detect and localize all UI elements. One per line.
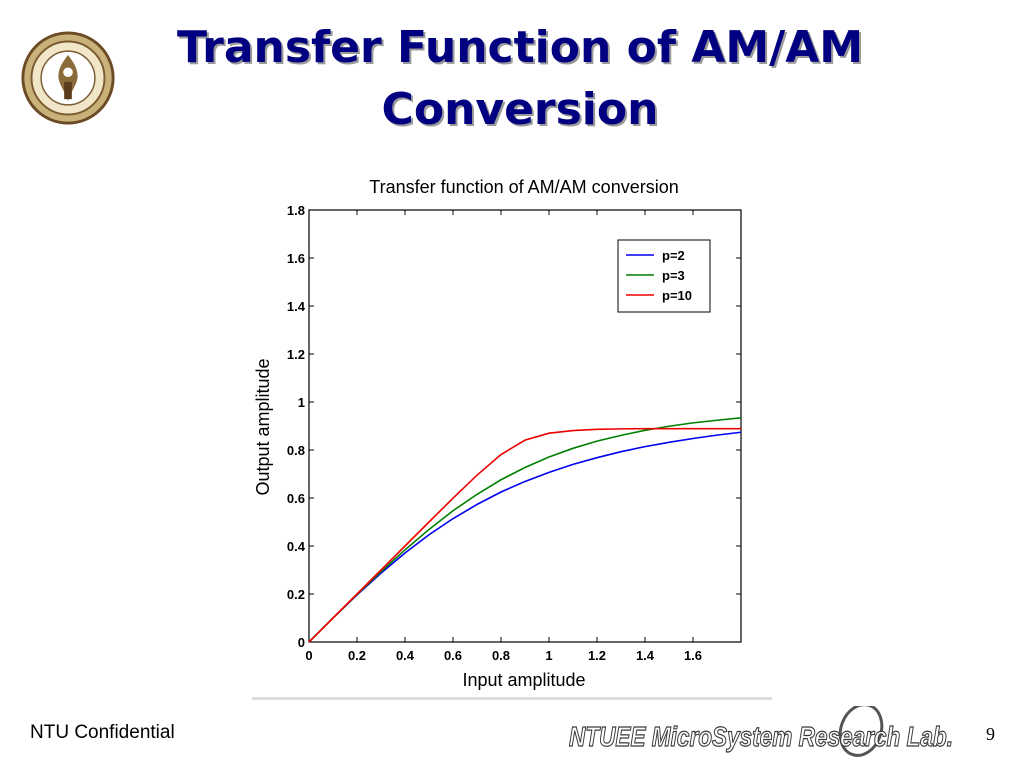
- x-tick-label: 0: [305, 648, 312, 663]
- university-seal-logo: [21, 31, 115, 125]
- y-tick-label: 0: [298, 635, 305, 650]
- legend-label: p=2: [662, 248, 685, 263]
- legend-box: [617, 239, 711, 313]
- x-axis-label: Input amplitude: [462, 670, 585, 690]
- y-tick-label: 1: [298, 395, 305, 410]
- y-tick-label: 1.2: [287, 347, 305, 362]
- series-line-p-3: [308, 417, 742, 643]
- chart-title: Transfer function of AM/AM conversion: [369, 177, 678, 197]
- series-line-p-10: [308, 427, 741, 643]
- x-tick-label: 1.2: [588, 648, 606, 663]
- x-tick-label: 1: [545, 648, 552, 663]
- lab-logo-ring: [838, 706, 884, 757]
- x-tick-label: 0.8: [492, 648, 510, 663]
- chart: Transfer function of AM/AM conversion Ou…: [253, 177, 742, 690]
- x-tick-label: 1.6: [684, 648, 702, 663]
- y-tick-label: 0.4: [287, 539, 306, 554]
- slide-title-line1: Transfer Function of AM/AM: [176, 22, 864, 73]
- y-tick-label: 1.6: [287, 251, 305, 266]
- slide-title-line2: Conversion: [381, 84, 659, 135]
- y-tick-label: 0.6: [287, 491, 305, 506]
- y-tick-label: 1.8: [287, 203, 305, 218]
- series-line-p-2: [308, 431, 742, 643]
- footer-confidential: NTU Confidential: [30, 722, 175, 743]
- page-number: 9: [986, 724, 995, 744]
- y-tick-label: 0.2: [287, 587, 305, 602]
- x-tick-label: 0.6: [444, 648, 462, 663]
- x-tick-label: 1.4: [636, 648, 655, 663]
- lab-logo-text: NTUEE MicroSystem Research Lab.: [569, 721, 953, 752]
- x-tick-label: 0.4: [396, 648, 415, 663]
- x-tick-label: 0.2: [348, 648, 366, 663]
- lab-logo: NTUEE MicroSystem Research Lab.: [568, 706, 954, 757]
- y-axis-label: Output amplitude: [253, 358, 273, 495]
- legend-label: p=3: [662, 268, 685, 283]
- legend-label: p=10: [662, 288, 692, 303]
- plot-area-frame: [308, 209, 742, 643]
- y-tick-label: 0.8: [287, 443, 305, 458]
- figure-divider: [252, 697, 772, 700]
- y-tick-label: 1.4: [287, 299, 306, 314]
